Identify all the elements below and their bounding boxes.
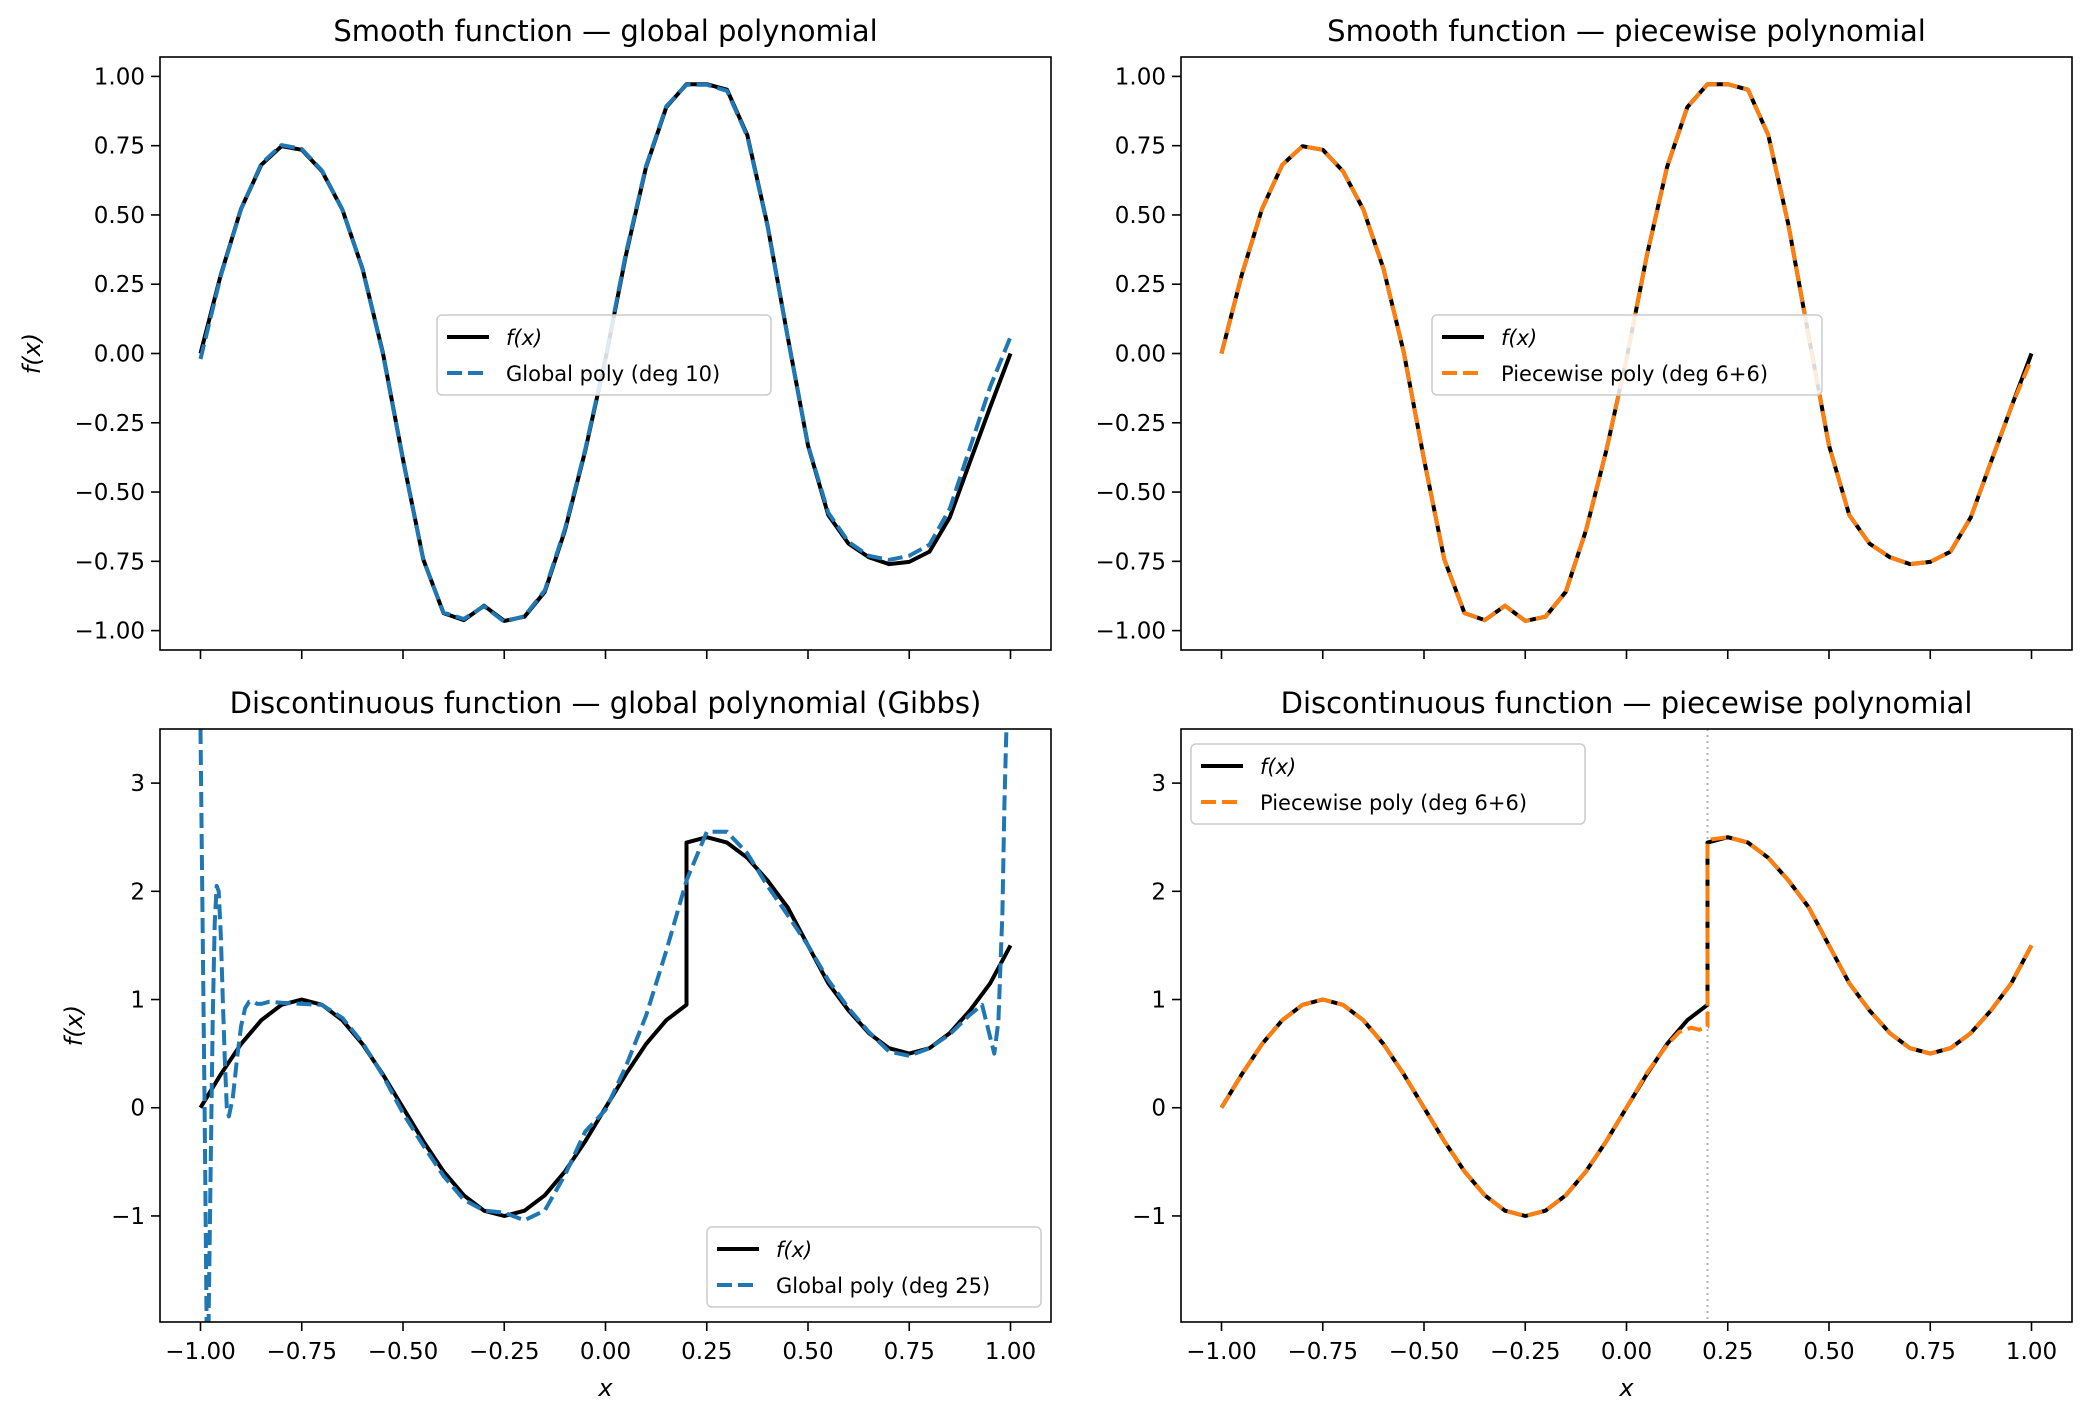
chart-title: Smooth function — global polynomial xyxy=(333,14,877,48)
x-tick-label: 0.50 xyxy=(782,1339,833,1365)
legend: f(x) Global poly (deg 25) xyxy=(706,1226,1042,1308)
panel-3: −1.00 −0.75 −0.50 −0.25 0.00 0.25 0.50 0.75 1.00… xyxy=(60,686,1052,1402)
x-tick-label: −0.75 xyxy=(1288,1339,1358,1365)
legend-label: f(x) xyxy=(1260,755,1296,779)
x-tick-label: −0.50 xyxy=(1389,1339,1459,1365)
y-tick-label: 0 xyxy=(1151,1096,1166,1122)
y-tick-label: 3 xyxy=(130,771,145,797)
legend-box xyxy=(1431,314,1823,396)
x-tick-label: 0.50 xyxy=(1803,1339,1854,1365)
chart-title: Smooth function — piecewise polynomial xyxy=(1327,14,1926,48)
series-line-polynomial-fit xyxy=(198,729,1009,1322)
y-axis-label: f(x) xyxy=(60,1005,88,1046)
x-tick-label: 1.00 xyxy=(985,1339,1036,1365)
x-tick-label: 0.00 xyxy=(580,1339,631,1365)
y-tick-label: 1 xyxy=(130,988,145,1014)
legend-box xyxy=(436,314,772,396)
series-group xyxy=(1219,835,2034,1218)
panel-1: −1.00 −0.75 −0.50 −0.25 0.00 0.25 0.50 0.75 1.00… xyxy=(18,14,1052,659)
panel-4: −1.00 −0.75 −0.50 −0.25 0.00 0.25 0.50 0.75 1.00… xyxy=(1132,686,2073,1402)
x-axis-label: x xyxy=(597,1374,613,1402)
legend-label: f(x) xyxy=(506,326,542,350)
y-tick-label: 0.25 xyxy=(94,272,145,298)
y-tick-label: 2 xyxy=(130,879,145,905)
y-tick-label: −1 xyxy=(111,1204,145,1230)
plot-area xyxy=(160,729,1051,1322)
x-tick-label: 0.75 xyxy=(884,1339,935,1365)
x-tick-label: −1.00 xyxy=(1186,1339,1256,1365)
y-tick-label: 1.00 xyxy=(1115,64,1166,90)
legend-box xyxy=(706,1226,1042,1308)
panel-2: −1.00 −0.75 −0.50 −0.25 0.00 0.25 0.50 0.75 1.00… xyxy=(1096,14,2073,659)
y-tick-label: 2 xyxy=(1151,879,1166,905)
x-tick-label: 0.25 xyxy=(681,1339,732,1365)
y-tick-label: 3 xyxy=(1151,771,1166,797)
legend: f(x) Global poly (deg 10) xyxy=(436,314,772,396)
legend-label: Piecewise poly (deg 6+6) xyxy=(1260,791,1527,815)
y-tick-label: −1.00 xyxy=(1096,619,1166,645)
x-tick-label: −0.75 xyxy=(267,1339,337,1365)
legend: f(x) Piecewise poly (deg 6+6) xyxy=(1431,314,1823,396)
y-tick-label: −0.75 xyxy=(75,549,145,575)
series-line-polynomial-fit xyxy=(198,82,1013,624)
y-tick-label: −0.25 xyxy=(1096,411,1166,437)
x-axis-label: x xyxy=(1618,1374,1634,1402)
y-tick-label: −0.50 xyxy=(75,480,145,506)
legend-box xyxy=(1190,743,1586,825)
y-tick-label: −1.00 xyxy=(75,619,145,645)
chart-title: Discontinuous function — piecewise polyn… xyxy=(1281,686,1973,720)
y-tick-label: −0.25 xyxy=(75,411,145,437)
legend: f(x) Piecewise poly (deg 6+6) xyxy=(1190,743,1586,825)
y-tick-label: 0.75 xyxy=(1115,134,1166,160)
y-tick-label: −0.75 xyxy=(1096,549,1166,575)
y-axis-label: f(x) xyxy=(18,333,46,374)
y-tick-label: 1.00 xyxy=(94,64,145,90)
x-tick-label: 1.00 xyxy=(2006,1339,2057,1365)
y-tick-label: 0.00 xyxy=(1115,342,1166,368)
x-tick-label: −0.50 xyxy=(368,1339,438,1365)
y-tick-label: 0.25 xyxy=(1115,272,1166,298)
x-tick-label: 0.25 xyxy=(1702,1339,1753,1365)
y-tick-label: 0 xyxy=(130,1096,145,1122)
legend-label: Global poly (deg 25) xyxy=(776,1274,990,1298)
series-group xyxy=(198,729,1013,1322)
legend-label: Global poly (deg 10) xyxy=(506,362,720,386)
legend-label: Piecewise poly (deg 6+6) xyxy=(1501,362,1768,386)
x-tick-label: 0.00 xyxy=(1601,1339,1652,1365)
x-tick-label: −0.25 xyxy=(1490,1339,1560,1365)
x-tick-label: −0.25 xyxy=(469,1339,539,1365)
x-tick-label: −1.00 xyxy=(165,1339,235,1365)
y-tick-label: 0.50 xyxy=(94,203,145,229)
y-tick-label: 1 xyxy=(1151,988,1166,1014)
chart-title: Discontinuous function — global polynomi… xyxy=(230,686,982,720)
y-tick-label: 0.50 xyxy=(1115,203,1166,229)
y-tick-label: 0.00 xyxy=(94,342,145,368)
plot-area xyxy=(1181,729,2072,1322)
x-tick-label: 0.75 xyxy=(1905,1339,1956,1365)
y-tick-label: 0.75 xyxy=(94,134,145,160)
y-tick-label: −0.50 xyxy=(1096,480,1166,506)
legend-label: f(x) xyxy=(1501,326,1537,350)
y-tick-label: −1 xyxy=(1132,1204,1166,1230)
legend-label: f(x) xyxy=(776,1238,812,1262)
